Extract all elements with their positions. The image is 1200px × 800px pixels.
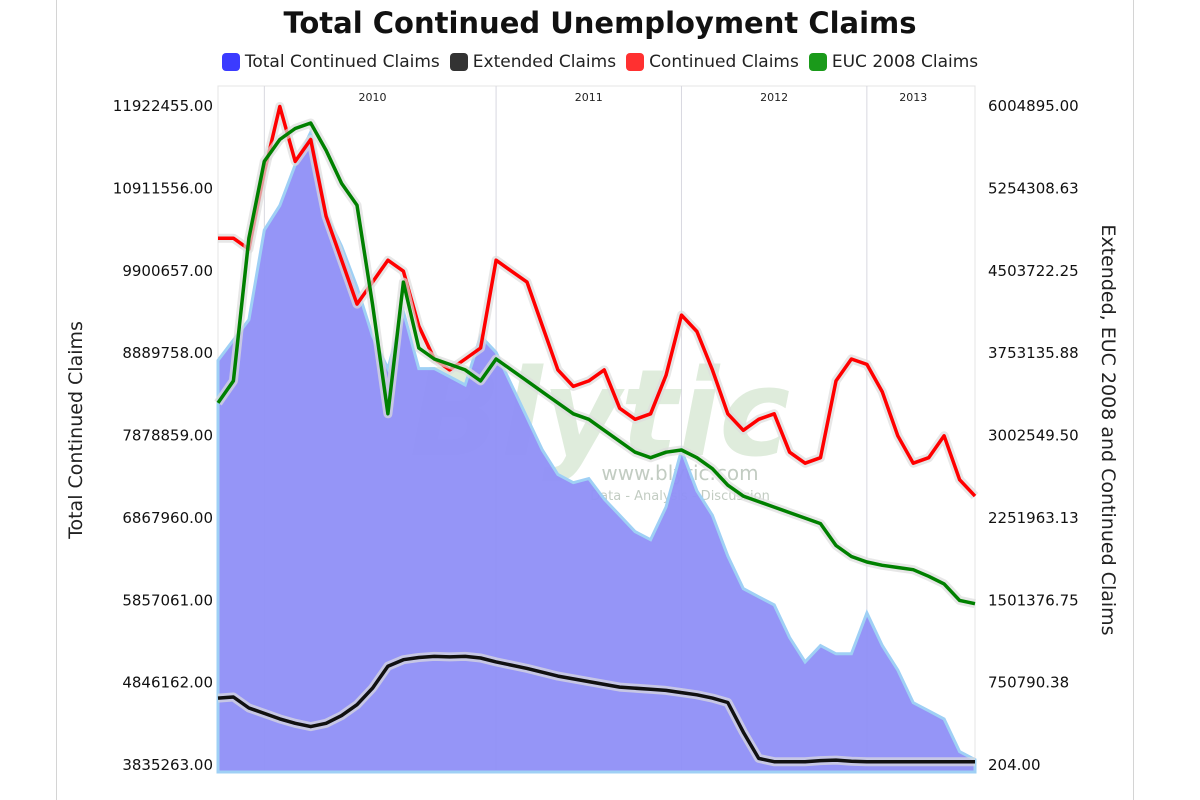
left-tick-label: 8889758.00 [122, 344, 213, 362]
left-tick-label: 6867960.00 [122, 509, 213, 527]
legend-item-euc-2008[interactable]: EUC 2008 Claims [808, 52, 979, 72]
legend-label: Total Continued Claims [244, 52, 440, 72]
right-tick-label: 6004895.00 [988, 97, 1079, 115]
year-label: 2012 [760, 91, 788, 104]
right-axis-title: Extended, EUC 2008 and Continued Claims [1097, 224, 1119, 635]
series-line-continued-claims [218, 104, 977, 498]
left-tick-label: 4846162.00 [122, 674, 213, 692]
left-tick-label: 7878859.00 [122, 427, 213, 445]
legend: Total Continued Claims Extended Claims C… [0, 52, 1200, 72]
right-tick-label: 3002549.50 [988, 427, 1079, 445]
legend-item-continued[interactable]: Continued Claims [626, 52, 799, 72]
left-axis-title: Total Continued Claims [65, 321, 87, 540]
legend-label: EUC 2008 Claims [831, 52, 979, 72]
right-tick-label: 204.00 [988, 756, 1041, 774]
right-tick-label: 750790.38 [988, 674, 1069, 692]
left-tick-label: 9900657.00 [122, 262, 213, 280]
legend-label: Extended Claims [472, 52, 617, 72]
right-tick-label: 3753135.88 [988, 344, 1079, 362]
legend-swatch [626, 53, 645, 71]
year-label: 2010 [358, 91, 386, 104]
series-area-total-continued-claims [216, 127, 977, 774]
legend-swatch [449, 53, 468, 71]
left-tick-label: 3835263.00 [122, 756, 213, 774]
left-tick-label: 5857061.00 [122, 591, 213, 609]
right-tick-label: 4503722.25 [988, 262, 1079, 280]
chart-title: Total Continued Unemployment Claims [283, 6, 917, 40]
left-tick-label: 11922455.00 [113, 97, 213, 115]
left-tick-label: 10911556.00 [113, 179, 213, 197]
right-tick-label: 5254308.63 [988, 179, 1079, 197]
series-line-euc-2008-claims [216, 121, 976, 606]
year-label: 2013 [899, 91, 927, 104]
legend-item-total-continued[interactable]: Total Continued Claims [221, 52, 440, 72]
legend-label: Continued Claims [649, 52, 799, 72]
series-line-extended-claims [217, 654, 975, 764]
right-tick-label: 1501376.75 [988, 591, 1079, 609]
legend-item-extended[interactable]: Extended Claims [449, 52, 617, 72]
right-tick-label: 2251963.13 [988, 509, 1079, 527]
legend-swatch [808, 53, 827, 71]
year-label: 2011 [575, 91, 603, 104]
legend-swatch [221, 53, 240, 71]
